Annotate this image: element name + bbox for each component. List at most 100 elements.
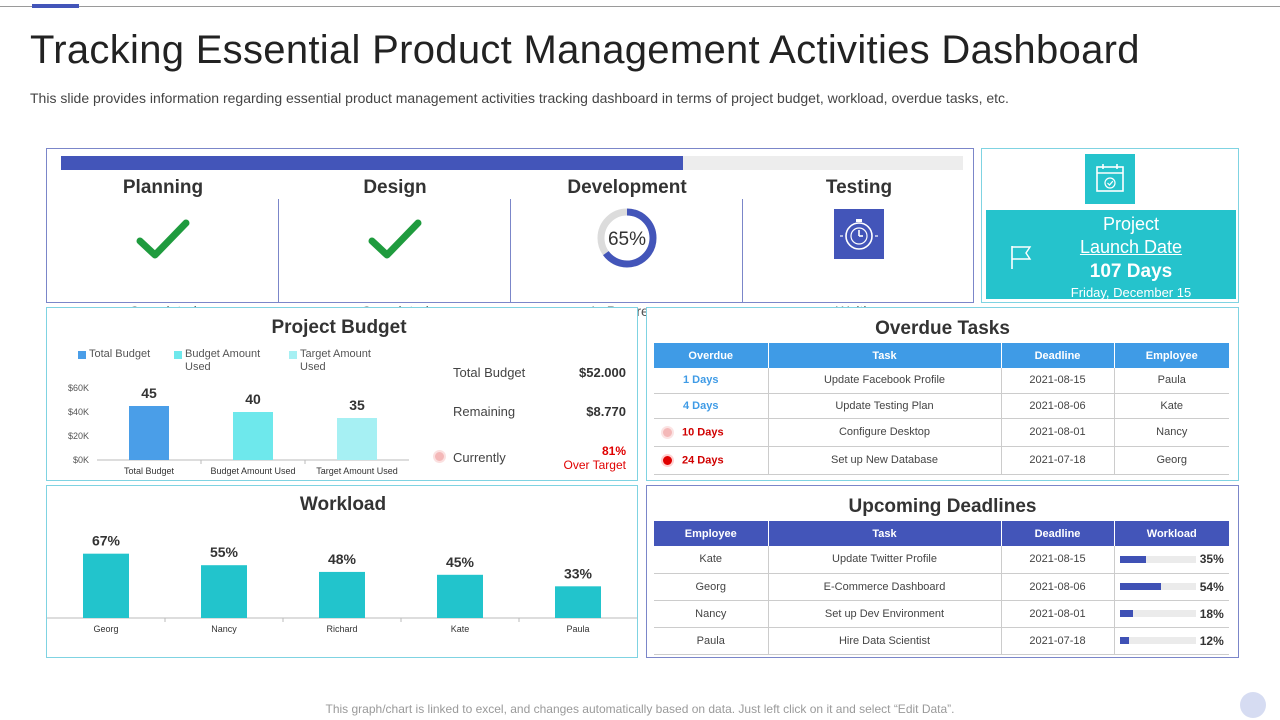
workload-bar [319,571,365,618]
remaining-value: $8.770 [586,404,626,419]
overdue-days: 24 Days [682,453,724,466]
workload-bar [1119,583,1196,590]
top-rule [0,6,1280,7]
deadline-cell: 2021-08-01 [1001,600,1115,628]
task-cell: Set up Dev Environment [768,600,1002,628]
overall-progress-fill [61,156,684,170]
upcoming-panel: Upcoming Deadlines Employee Task Deadlin… [646,485,1239,658]
budget-bar [233,412,273,460]
workload-cell: 12% [1114,627,1229,655]
task-cell: Configure Desktop [768,418,1002,447]
table-row: Kate Update Twitter Profile 2021-08-15 35% [654,546,1229,574]
phase-panel: Planning Completed Design Completed Deve… [46,148,974,319]
column-header: Workload [1146,527,1197,540]
overdue-days: 4 Days [683,399,719,412]
x-tick-label: Nancy [211,624,237,634]
legend-swatch [78,351,86,359]
overdue-table: Overdue Task Deadline Employee 1 Days Upd… [654,343,1229,475]
bar-value-label: 33% [564,565,593,581]
workload-bar [83,553,129,618]
checkmark-icon [136,219,190,259]
phase-separator [742,199,743,303]
deadline-cell: 2021-07-18 [1001,627,1115,655]
bar-value-label: 67% [92,533,121,549]
budget-title: Project Budget [271,317,407,338]
phase-separator [278,199,279,303]
footnote: This graph/chart is linked to excel, and… [325,702,955,716]
table-row: Georg E-Commerce Dashboard 2021-08-06 54% [654,573,1229,601]
overdue-cell: 1 Days [654,368,769,394]
workload-bar [437,574,483,618]
total-budget-value: $52.000 [579,365,626,380]
task-cell: Update Twitter Profile [768,546,1002,574]
status-dot [433,450,446,463]
top-accent-bar [32,4,79,8]
workload-panel: Workload 67% Georg 55% Nancy 48% Richard 45% Ka… [46,485,638,658]
budget-bar [337,418,377,460]
legend-item-target-used: Target Amount Used [289,348,390,374]
stopwatch-icon [834,209,884,259]
task-cell: E-Commerce Dashboard [768,573,1002,601]
task-cell: Set up New Database [768,446,1002,475]
phase-title: Planning [122,177,204,198]
bar-value-label: 35 [349,397,365,413]
launch-days: 107 Days [1089,261,1173,282]
upcoming-title: Upcoming Deadlines [848,496,1037,517]
column-header: Deadline [1001,521,1115,546]
flag-icon [1011,246,1032,269]
page-title: Tracking Essential Product Management Ac… [30,28,1140,72]
corner-decoration [1240,692,1266,718]
total-budget-label: Total Budget [453,365,526,380]
phase-title: Testing [825,177,893,198]
workload-percent: 18% [1199,606,1224,621]
bar-value-label: 55% [210,544,239,560]
remaining-label: Remaining [453,404,516,419]
y-tick-label: $60K [68,383,89,393]
budget-panel: Project Budget Total Budget Budget Amoun… [46,307,638,481]
workload-cell: 18% [1114,600,1229,628]
employee-cell: Nancy [654,600,769,628]
bar-value-label: 45% [446,554,475,570]
legend-item-budget-used: Budget Amount Used [174,348,275,374]
legend-swatch [289,351,297,359]
overall-progress-bar [61,156,963,170]
workload-bar [555,586,601,618]
phase-separator [510,199,511,303]
x-tick-label: Target Amount Used [316,466,398,476]
phase-title: Development [567,177,687,198]
donut-percent-label: 65% [608,229,646,250]
employee-cell: Paula [654,627,769,655]
deadline-cell: 2021-08-01 [1001,418,1115,447]
column-header: Task [768,521,1002,546]
calendar-check-icon [1085,154,1135,204]
phase-design: Design Completed [279,177,511,319]
workload-bar [1119,637,1196,644]
table-row: Nancy Set up Dev Environment 2021-08-01 18% [654,600,1229,628]
workload-cell: 35% [1114,546,1229,574]
launch-label-line2: Launch Date [1079,237,1183,257]
table-row: Paula Hire Data Scientist 2021-07-18 12% [654,627,1229,655]
over-target-note: Over Target [563,458,626,472]
workload-cell: 54% [1114,573,1229,601]
deadline-cell: 2021-08-06 [1001,573,1115,601]
employee-cell: Georg [654,573,769,601]
workload-bar [1119,610,1196,617]
donut-progress: 65% [597,208,657,268]
launch-panel: Project Launch Date 107 Days Friday, Dec… [981,148,1239,303]
workload-percent: 12% [1199,633,1224,648]
bar-value-label: 45 [141,385,157,401]
x-tick-label: Paula [566,624,589,634]
overdue-days: 10 Days [682,425,724,438]
workload-bar [1119,555,1196,563]
workload-bar-fill [1119,637,1129,644]
deadline-cell: 2021-08-06 [1001,393,1115,419]
currently-percent: 81% [601,444,626,458]
budget-bar [129,406,169,460]
x-tick-label: Kate [451,624,470,634]
bar-value-label: 48% [328,551,357,567]
overdue-cell: 4 Days [654,393,769,419]
x-tick-label: Richard [326,624,357,634]
x-tick-label: Total Budget [124,466,175,476]
workload-bar-fill [1119,610,1134,617]
overdue-panel: Overdue Tasks Overdue Task Deadline Empl… [646,307,1239,481]
